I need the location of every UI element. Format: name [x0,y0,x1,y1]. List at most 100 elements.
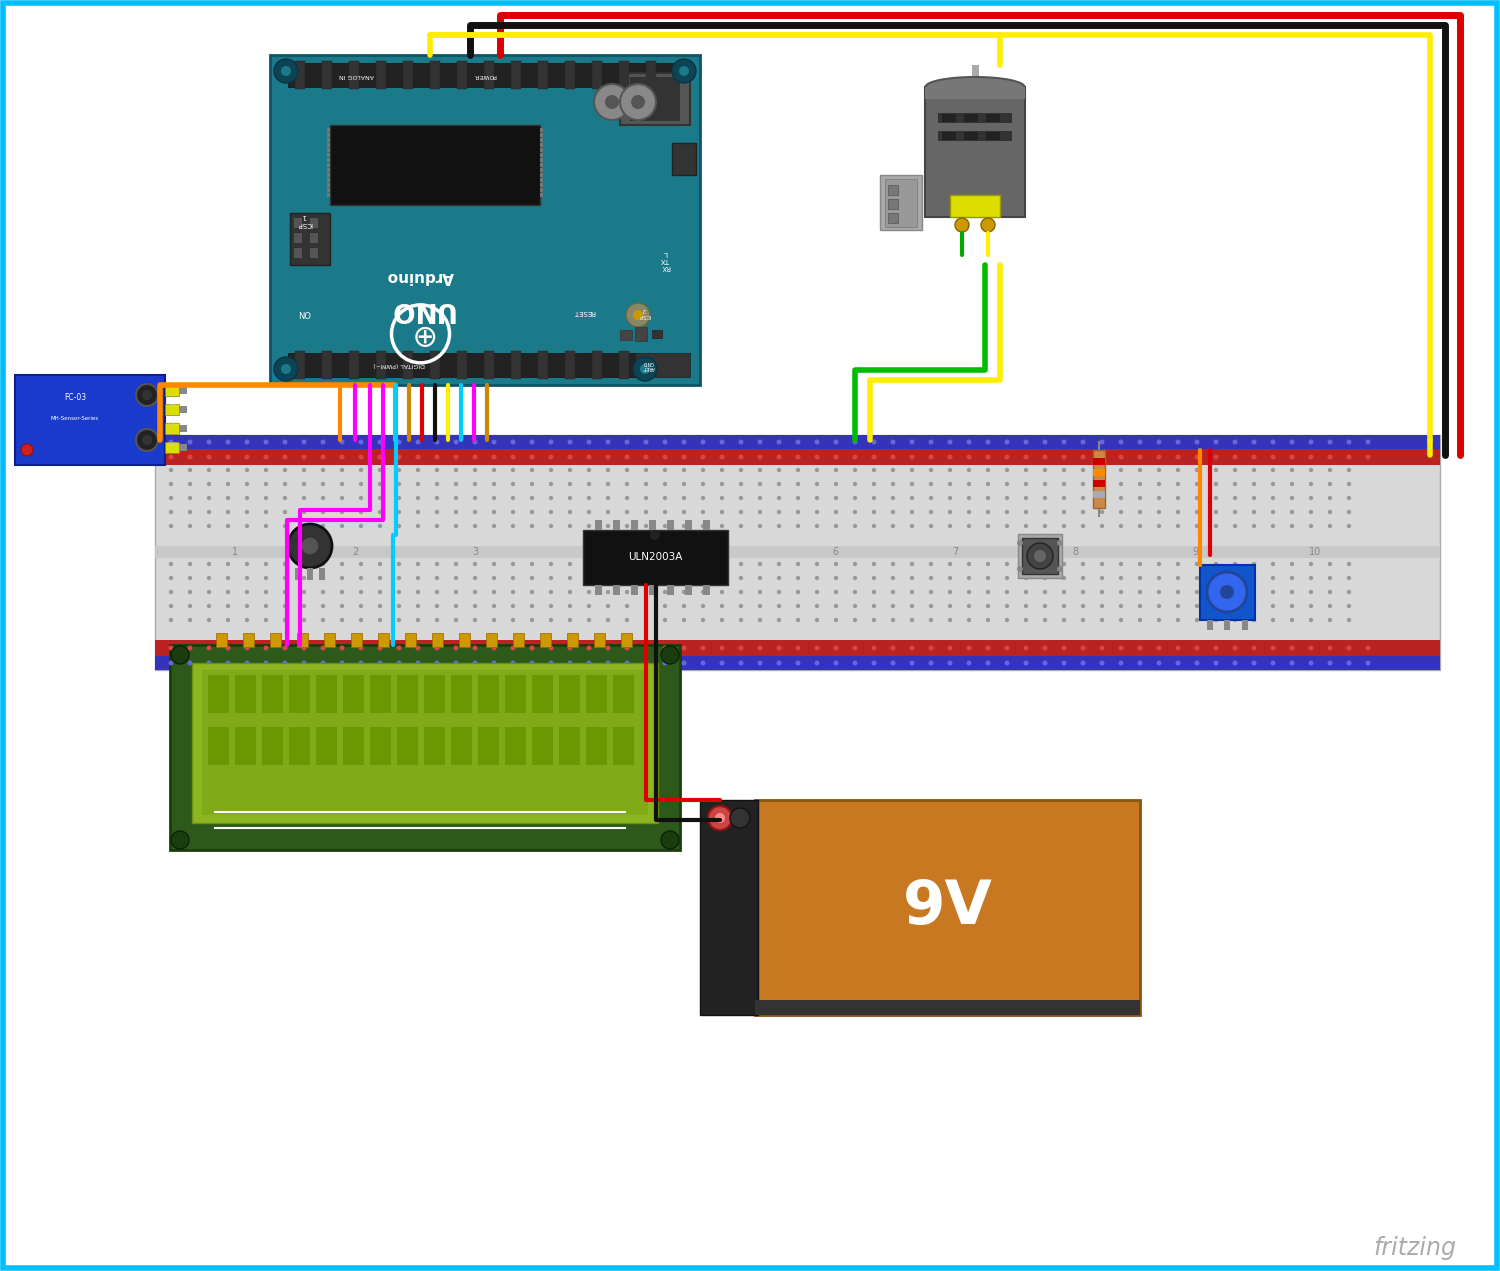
Bar [154,656,1440,670]
Circle shape [928,646,933,651]
Circle shape [586,618,591,623]
Circle shape [1062,604,1066,609]
Circle shape [891,646,896,651]
Circle shape [928,604,933,609]
Circle shape [264,590,268,595]
Circle shape [510,455,516,460]
Circle shape [624,440,630,445]
Bar [540,178,543,182]
Bar [316,675,338,713]
Circle shape [891,455,896,460]
Circle shape [1347,590,1352,595]
Circle shape [1024,576,1028,580]
Circle shape [1290,576,1294,580]
Circle shape [986,646,990,651]
Bar [540,147,543,151]
Circle shape [282,455,288,460]
Circle shape [795,440,801,445]
Bar [686,585,692,595]
Bar [405,633,416,647]
Circle shape [416,604,420,609]
Circle shape [453,440,459,445]
Bar [316,727,338,765]
Circle shape [512,590,515,595]
Bar [634,353,690,377]
Circle shape [891,468,896,473]
Circle shape [280,364,291,374]
Text: POWER: POWER [474,72,496,78]
Circle shape [682,482,686,487]
Bar [540,168,543,172]
Circle shape [188,524,192,529]
Bar [236,675,256,713]
Circle shape [909,646,915,651]
Circle shape [834,524,839,529]
Circle shape [586,590,591,595]
Circle shape [606,604,610,609]
Bar [330,125,540,205]
Bar [327,153,330,156]
Circle shape [226,604,230,609]
Circle shape [396,646,402,651]
Circle shape [624,646,630,651]
Circle shape [1005,482,1010,487]
Circle shape [244,646,249,651]
Circle shape [207,646,212,651]
Circle shape [321,562,326,566]
Circle shape [396,455,402,460]
Circle shape [644,468,648,473]
Circle shape [1233,576,1238,580]
Circle shape [358,646,363,651]
Circle shape [530,618,534,623]
Bar [165,404,178,416]
Circle shape [1251,455,1257,460]
Circle shape [378,604,382,609]
Circle shape [966,455,972,460]
Circle shape [168,661,174,666]
Circle shape [682,618,686,623]
Circle shape [435,618,439,623]
Circle shape [302,538,320,555]
Circle shape [1042,440,1047,445]
Bar [350,61,358,89]
Circle shape [530,510,534,515]
Circle shape [170,468,172,473]
Circle shape [1328,496,1332,501]
Circle shape [1100,455,1104,460]
Circle shape [662,831,680,849]
Circle shape [777,524,782,529]
Circle shape [663,440,668,445]
Circle shape [472,646,477,651]
Circle shape [302,562,306,566]
Circle shape [1062,661,1066,666]
Circle shape [948,482,952,487]
Circle shape [796,562,800,566]
Circle shape [1214,590,1218,595]
Circle shape [948,646,952,651]
Circle shape [815,604,819,609]
Circle shape [1233,510,1238,515]
Circle shape [1310,562,1312,566]
Circle shape [1005,524,1010,529]
Circle shape [188,510,192,515]
Circle shape [398,618,400,623]
Circle shape [626,590,628,595]
Circle shape [1156,496,1161,501]
Circle shape [948,661,952,666]
Circle shape [358,440,363,445]
Circle shape [264,455,268,460]
Circle shape [378,510,382,515]
Bar [596,520,602,530]
Bar [262,727,284,765]
Circle shape [321,510,326,515]
Circle shape [606,576,610,580]
Circle shape [928,524,933,529]
Circle shape [530,455,534,460]
Bar [350,351,358,379]
Circle shape [168,440,174,445]
Circle shape [1270,646,1275,651]
Circle shape [226,524,230,529]
Bar [170,644,680,850]
Circle shape [1080,440,1086,445]
Circle shape [891,482,896,487]
